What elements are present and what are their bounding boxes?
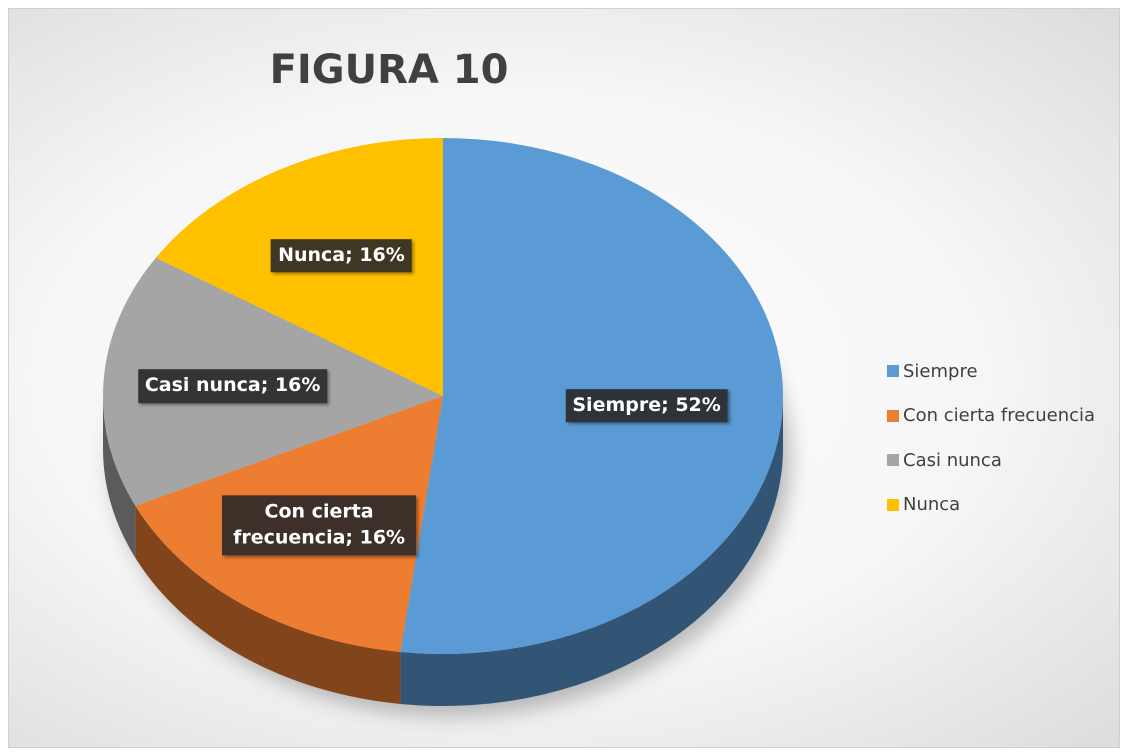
chart-title: FIGURA 10: [269, 47, 509, 93]
data-label: Nunca; 16%: [271, 238, 412, 273]
legend: Siempre Con cierta frecuencia Casi nunca Nu…: [887, 349, 1095, 527]
legend-swatch: [887, 454, 899, 467]
legend-label: Nunca: [903, 494, 961, 516]
legend-item: Con cierta frecuencia: [887, 394, 1095, 439]
data-label: Casi nunca; 16%: [137, 369, 328, 403]
legend-swatch: [887, 498, 899, 511]
legend-label: Casi nunca: [903, 449, 1002, 471]
legend-label: Siempre: [903, 360, 978, 382]
legend-item: Nunca: [887, 483, 1095, 528]
slice-side: [400, 396, 783, 706]
legend-swatch: [887, 365, 899, 378]
data-label: Con cierta frecuencia; 16%: [222, 495, 417, 556]
slice-side: [135, 505, 401, 704]
slice-side: [103, 396, 136, 558]
legend-item: Casi nunca: [887, 438, 1095, 483]
data-label: Siempre; 52%: [565, 388, 728, 423]
legend-swatch: [887, 409, 899, 422]
chart: FIGURA 10 Siempre Con cierta frecuencia Ca…: [8, 8, 1120, 748]
legend-item: Siempre: [887, 349, 1095, 394]
legend-label: Con cierta frecuencia: [903, 405, 1096, 427]
